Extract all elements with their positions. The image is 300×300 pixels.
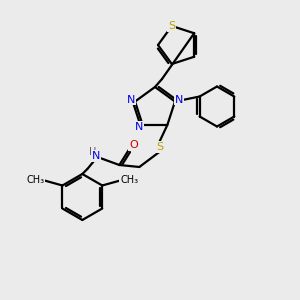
Text: N: N [134,122,143,132]
Text: N: N [127,94,135,104]
Text: S: S [156,142,163,152]
Text: N: N [175,94,183,104]
Text: H: H [89,147,96,157]
Text: O: O [129,140,138,150]
Text: S: S [168,21,175,31]
Text: CH₃: CH₃ [120,176,138,185]
Text: CH₃: CH₃ [26,176,44,185]
Text: N: N [92,151,100,161]
